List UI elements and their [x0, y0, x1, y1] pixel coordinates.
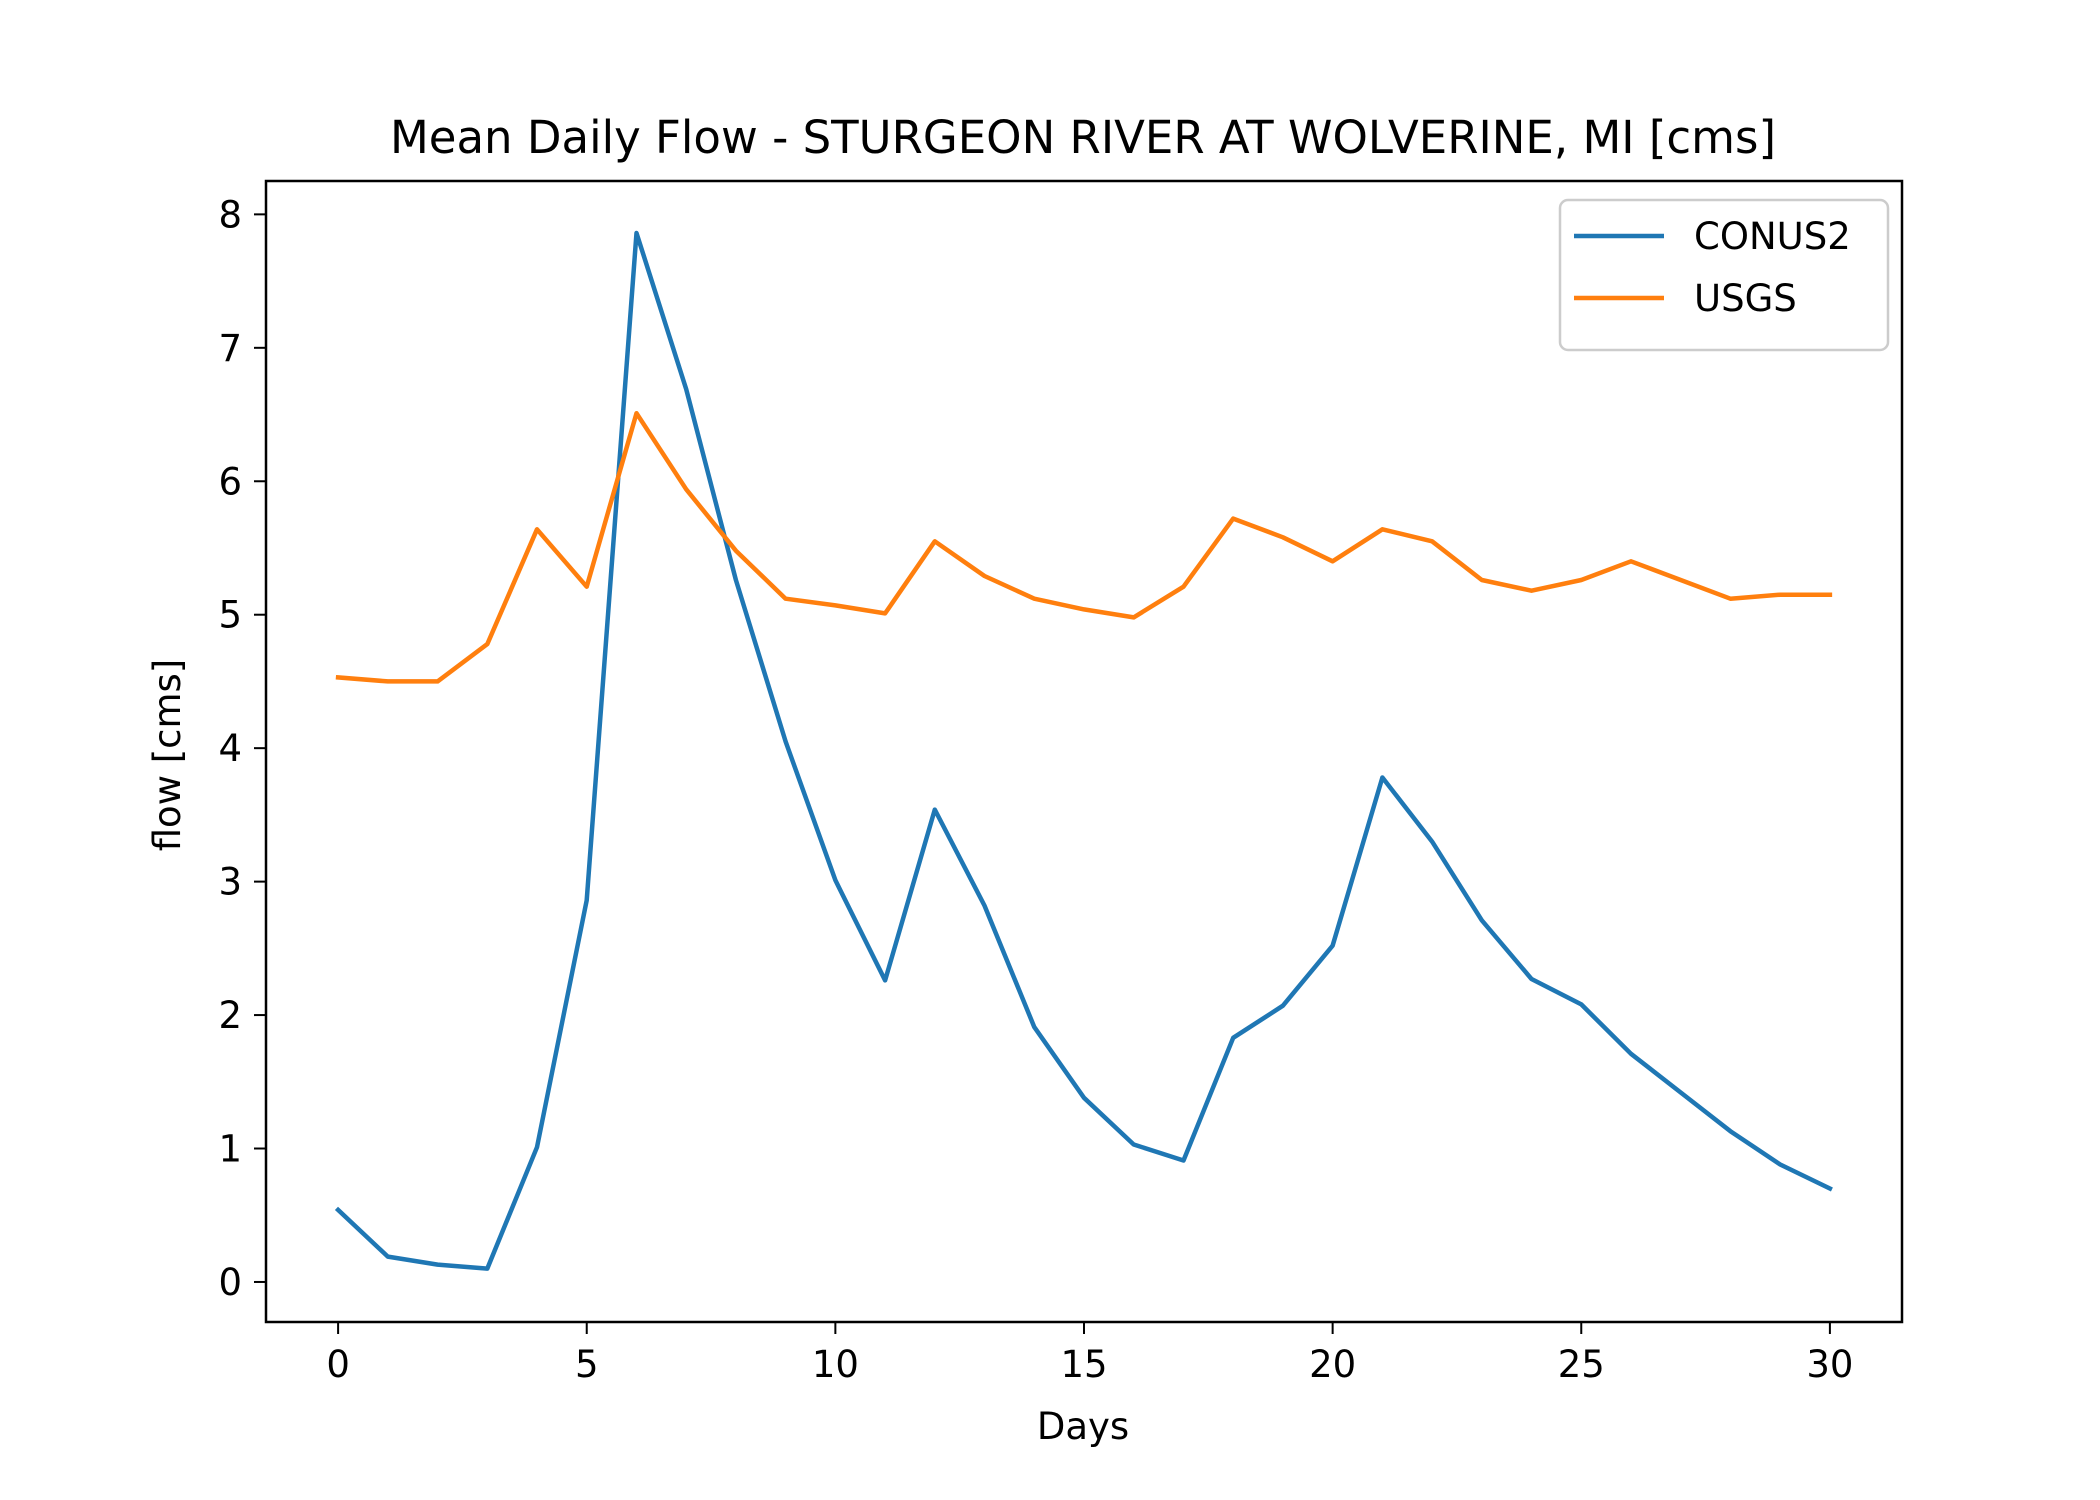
y-tick-label: 2 — [218, 994, 242, 1037]
y-tick-label: 4 — [218, 727, 242, 770]
series-line-usgs — [335, 410, 1833, 684]
legend-label-usgs: USGS — [1694, 277, 1797, 320]
y-tick-label: 8 — [218, 193, 242, 236]
x-axis-label: Days — [1037, 1405, 1129, 1448]
y-tick-label: 7 — [218, 327, 242, 370]
y-axis-label: flow [cms] — [146, 659, 189, 852]
x-tick-label: 5 — [575, 1343, 599, 1386]
x-tick-label: 25 — [1558, 1343, 1605, 1386]
x-tick-label: 15 — [1060, 1343, 1107, 1386]
x-tick-label: 0 — [326, 1343, 350, 1386]
x-tick-label: 30 — [1806, 1343, 1853, 1386]
y-tick-label: 6 — [218, 460, 242, 503]
y-tick-label: 0 — [218, 1261, 242, 1304]
legend-label-conus2: CONUS2 — [1694, 215, 1851, 258]
y-axis: 0 1 2 3 4 5 6 7 8 — [218, 193, 266, 1304]
y-tick-label: 5 — [218, 594, 242, 637]
series-line-conus2 — [334, 230, 1833, 1271]
y-tick-label: 1 — [218, 1128, 242, 1171]
legend: CONUS2 USGS — [1558, 198, 1890, 352]
x-tick-label: 10 — [812, 1343, 859, 1386]
x-axis: 0 5 10 15 20 25 30 — [326, 1322, 1853, 1386]
x-tick-label: 20 — [1309, 1343, 1356, 1386]
chart-title: Mean Daily Flow - STURGEON RIVER AT WOLV… — [390, 111, 1776, 164]
y-tick-label: 3 — [218, 861, 242, 904]
